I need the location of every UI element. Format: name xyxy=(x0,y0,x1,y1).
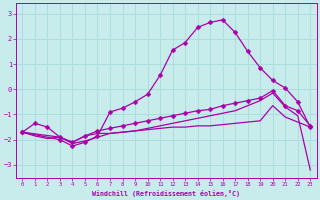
X-axis label: Windchill (Refroidissement éolien,°C): Windchill (Refroidissement éolien,°C) xyxy=(92,190,240,197)
